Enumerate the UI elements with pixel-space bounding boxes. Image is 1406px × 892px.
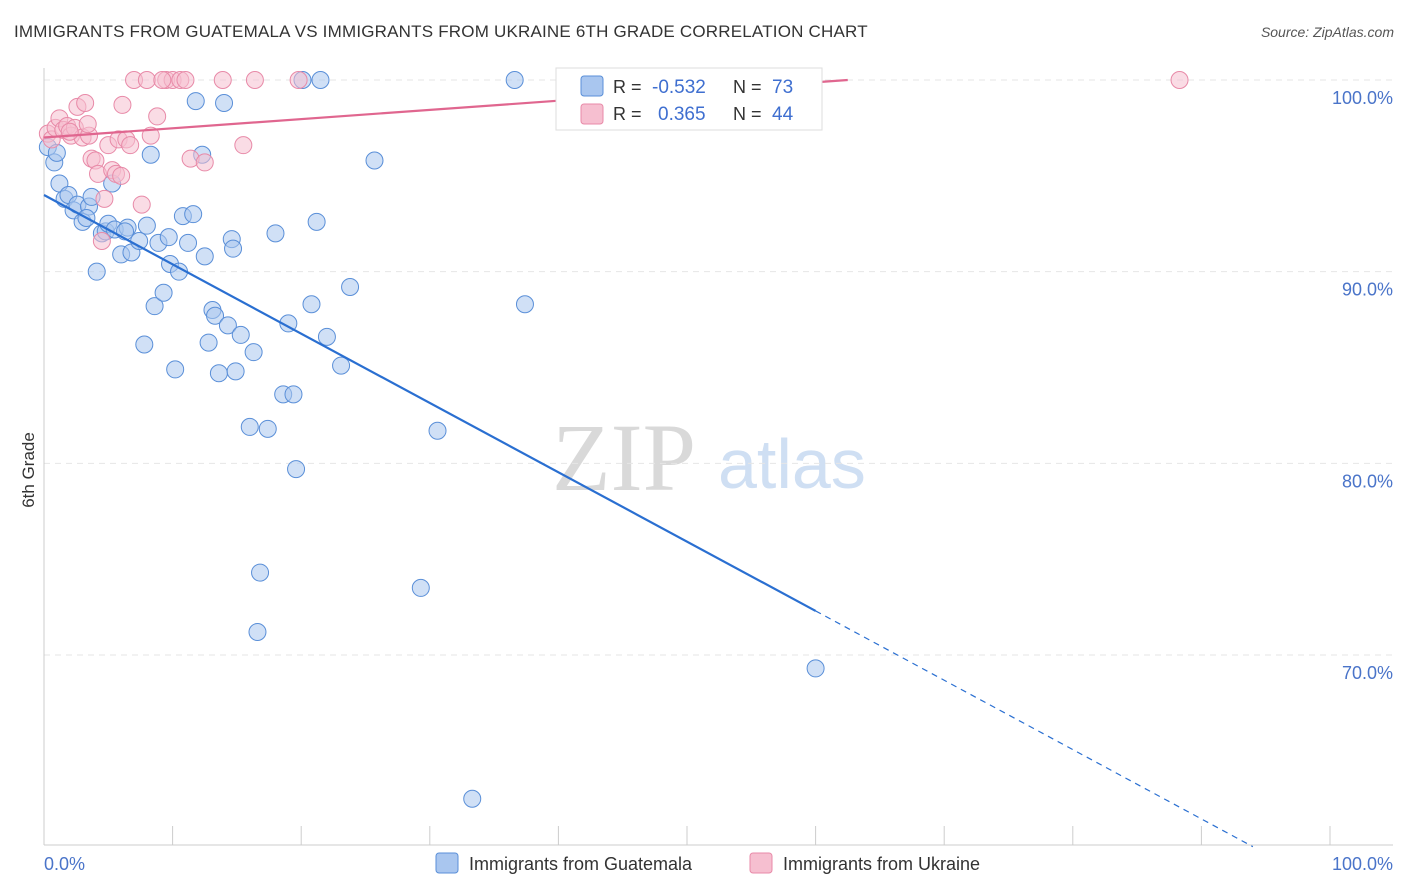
guatemala-point-22 <box>141 145 160 164</box>
ukraine-points <box>38 71 1189 250</box>
y-tick-label-70: 70.0% <box>1342 663 1393 683</box>
chart-title: IMMIGRANTS FROM GUATEMALA VS IMMIGRANTS … <box>14 22 868 41</box>
legend-n-label-ukraine: N = <box>733 104 762 124</box>
guatemala-point-64 <box>463 789 482 808</box>
guatemala-point-67 <box>806 659 825 678</box>
ukraine-point-26 <box>137 71 156 89</box>
bottom-legend-label-ukraine: Immigrants from Ukraine <box>783 854 980 874</box>
stats-legend: R = -0.532 N = 73 R = 0.365 N = 44 <box>555 67 823 131</box>
gridlines <box>44 79 1393 656</box>
guatemala-point-62 <box>411 578 430 597</box>
legend-r-label-guatemala: R = <box>613 77 642 97</box>
guatemala-point-57 <box>311 71 330 89</box>
legend-n-value-ukraine: 44 <box>772 104 794 125</box>
ukraine-point-10 <box>76 94 95 112</box>
ukraine-point-41 <box>153 71 172 89</box>
y-tick-label-90: 90.0% <box>1342 280 1393 300</box>
guatemala-point-72 <box>266 224 285 243</box>
guatemala-point-45 <box>240 417 259 436</box>
guatemala-trend-line <box>43 194 817 612</box>
y-tick-label-100: 100.0% <box>1332 88 1393 108</box>
guatemala-point-25 <box>154 283 173 302</box>
guatemala-point-21 <box>137 216 156 235</box>
bottom-legend-swatch-guatemala <box>435 852 459 874</box>
guatemala-point-65 <box>505 71 524 89</box>
guatemala-point-51 <box>279 314 298 333</box>
legend-n-value-guatemala: 73 <box>772 77 793 98</box>
bottom-legend-label-guatemala: Immigrants from Guatemala <box>469 854 693 874</box>
guatemala-point-33 <box>186 92 205 111</box>
guatemala-point-71 <box>195 247 214 266</box>
ukraine-point-23 <box>121 136 140 155</box>
legend-swatch-guatemala <box>580 75 604 97</box>
legend-r-value-ukraine: 0.365 <box>658 104 706 125</box>
guatemala-point-43 <box>226 362 245 381</box>
guatemala-point-46 <box>244 343 263 362</box>
series-legend: Immigrants from Guatemala Immigrants fro… <box>435 852 980 874</box>
watermark-atlas: atlas <box>718 425 866 503</box>
guatemala-point-10 <box>87 262 106 281</box>
legend-swatch-ukraine <box>580 103 604 125</box>
ukraine-point-43 <box>1170 71 1189 89</box>
ukraine-point-40 <box>112 166 131 185</box>
x-tick-label-max: 100.0% <box>1332 854 1393 874</box>
ukraine-point-15 <box>92 232 111 250</box>
ukraine-point-28 <box>148 107 167 126</box>
x-tick-label-min: 0.0% <box>44 854 85 874</box>
guatemala-point-49 <box>258 419 277 438</box>
guatemala-point-60 <box>341 278 360 296</box>
ukraine-point-42 <box>60 122 79 141</box>
guatemala-point-23 <box>145 297 164 316</box>
guatemala-point-47 <box>251 563 270 582</box>
guatemala-point-69 <box>116 222 135 241</box>
watermark-zip: ZIP <box>552 404 696 511</box>
ukraine-point-27 <box>141 126 160 145</box>
guatemala-point-63 <box>428 421 447 440</box>
ukraine-point-16 <box>95 189 114 208</box>
bottom-legend-swatch-ukraine <box>749 852 773 874</box>
guatemala-point-26 <box>159 228 178 247</box>
guatemala-point-44 <box>231 325 250 344</box>
guatemala-point-61 <box>365 151 384 170</box>
guatemala-trend-extension <box>815 610 1254 848</box>
ukraine-point-38 <box>289 71 308 89</box>
guatemala-point-59 <box>332 356 351 375</box>
guatemala-point-35 <box>199 333 218 352</box>
guatemala-point-39 <box>215 94 234 112</box>
guatemala-point-38 <box>209 364 228 383</box>
guatemala-point-28 <box>166 360 185 379</box>
legend-r-label-ukraine: R = <box>613 104 642 124</box>
guatemala-point-56 <box>307 212 326 231</box>
axes <box>43 68 1393 846</box>
ukraine-point-21 <box>113 95 132 114</box>
ukraine-point-37 <box>245 71 264 89</box>
source-credit: Source: ZipAtlas.com <box>1260 24 1394 40</box>
ukraine-point-25 <box>132 195 151 214</box>
ukraine-point-34 <box>195 153 214 172</box>
ukraine-point-39 <box>78 115 97 134</box>
legend-r-value-guatemala: -0.532 <box>652 77 706 98</box>
y-axis-label: 6th Grade <box>19 432 38 508</box>
guatemala-point-55 <box>302 295 321 314</box>
guatemala-point-31 <box>179 233 198 252</box>
guatemala-point-20 <box>135 335 154 354</box>
guatemala-point-58 <box>317 327 336 346</box>
legend-n-label-guatemala: N = <box>733 77 762 97</box>
guatemala-point-52 <box>284 385 303 404</box>
ukraine-point-36 <box>234 136 253 155</box>
guatemala-point-40 <box>218 316 237 335</box>
guatemala-point-37 <box>206 306 225 325</box>
guatemala-point-66 <box>515 295 534 314</box>
guatemala-point-42 <box>224 239 243 258</box>
ukraine-point-32 <box>176 71 195 89</box>
y-tick-labels: 70.0% 80.0% 90.0% 100.0% <box>1332 88 1393 683</box>
guatemala-point-53 <box>287 460 306 479</box>
guatemala-points <box>38 71 825 808</box>
y-tick-label-80: 80.0% <box>1342 471 1393 491</box>
ukraine-point-35 <box>213 71 232 89</box>
guatemala-point-32 <box>184 205 203 224</box>
guatemala-point-48 <box>248 623 267 641</box>
